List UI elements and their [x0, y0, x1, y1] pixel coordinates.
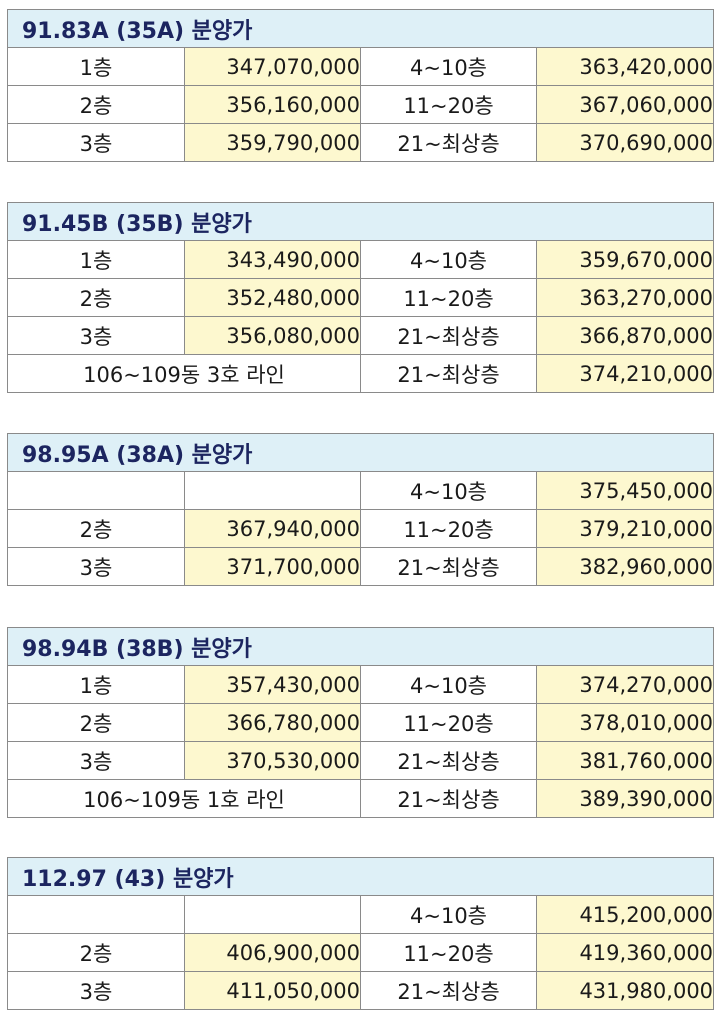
empty-cell — [184, 471, 361, 510]
floor-range-price: 419,360,000 — [535, 933, 715, 972]
floor-range-price: 359,670,000 — [535, 240, 715, 279]
table-row: 1층 357,430,000 4~10층 374,270,000 — [7, 665, 715, 704]
floor-range-label: 11~20층 — [360, 278, 537, 317]
floor-price: 406,900,000 — [184, 933, 361, 972]
table-row: 106~109동 1호 라인 21~최상층 389,390,000 — [7, 779, 715, 818]
floor-range-label: 21~최상층 — [360, 741, 537, 780]
floor-price: 367,940,000 — [184, 509, 361, 548]
floor-price: 357,430,000 — [184, 665, 361, 704]
floor-range-price: 370,690,000 — [535, 123, 715, 162]
floor-price: 356,160,000 — [184, 85, 361, 124]
floor-range-price: 431,980,000 — [535, 971, 715, 1010]
table-row: 4~10층 375,450,000 — [7, 471, 715, 510]
floor-range-price: 381,760,000 — [535, 741, 715, 780]
price-table-91-83a: 91.83A (35A) 분양가 1층 347,070,000 4~10층 36… — [6, 9, 715, 162]
floor-range-label: 11~20층 — [360, 85, 537, 124]
floor-range-price: 374,210,000 — [535, 354, 715, 393]
floor-range-price: 374,270,000 — [535, 665, 715, 704]
floor-range-label: 21~최상층 — [360, 316, 537, 355]
floor-range-price: 366,870,000 — [535, 316, 715, 355]
floor-label: 2층 — [7, 278, 185, 317]
floor-range-price: 367,060,000 — [535, 85, 715, 124]
table-title: 91.83A (35A) 분양가 — [6, 9, 715, 48]
price-table-112-97: 112.97 (43) 분양가 4~10층 415,200,000 2층 406… — [6, 857, 715, 1010]
floor-range-label: 11~20층 — [360, 509, 537, 548]
price-table-91-45b: 91.45B (35B) 분양가 1층 343,490,000 4~10층 35… — [6, 202, 715, 393]
floor-price: 370,530,000 — [184, 741, 361, 780]
floor-label: 3층 — [7, 123, 185, 162]
table-row: 2층 356,160,000 11~20층 367,060,000 — [7, 85, 715, 124]
price-table-98-95a: 98.95A (38A) 분양가 4~10층 375,450,000 2층 36… — [6, 433, 715, 586]
floor-label: 1층 — [7, 665, 185, 704]
floor-price: 343,490,000 — [184, 240, 361, 279]
floor-range-price: 415,200,000 — [535, 895, 715, 934]
floor-range-price: 389,390,000 — [535, 779, 715, 818]
table-row: 2층 366,780,000 11~20층 378,010,000 — [7, 703, 715, 742]
table-row: 3층 371,700,000 21~최상층 382,960,000 — [7, 547, 715, 586]
table-title: 98.95A (38A) 분양가 — [6, 433, 715, 472]
floor-range-label: 11~20층 — [360, 703, 537, 742]
floor-label: 2층 — [7, 933, 185, 972]
floor-range-price: 375,450,000 — [535, 471, 715, 510]
empty-cell — [7, 471, 185, 510]
empty-cell — [184, 895, 361, 934]
table-row: 4~10층 415,200,000 — [7, 895, 715, 934]
table-row: 2층 367,940,000 11~20층 379,210,000 — [7, 509, 715, 548]
floor-price: 359,790,000 — [184, 123, 361, 162]
floor-range-label: 21~최상층 — [360, 123, 537, 162]
table-row: 3층 411,050,000 21~최상층 431,980,000 — [7, 971, 715, 1010]
floor-label: 3층 — [7, 547, 185, 586]
price-table-98-94b: 98.94B (38B) 분양가 1층 357,430,000 4~10층 37… — [6, 627, 715, 818]
floor-price: 347,070,000 — [184, 47, 361, 86]
floor-price: 411,050,000 — [184, 971, 361, 1010]
floor-range-label: 21~최상층 — [360, 971, 537, 1010]
floor-range-label: 4~10층 — [360, 895, 537, 934]
floor-price: 356,080,000 — [184, 316, 361, 355]
line-label: 106~109동 3호 라인 — [7, 354, 361, 393]
floor-label: 3층 — [7, 741, 185, 780]
floor-range-label: 4~10층 — [360, 47, 537, 86]
table-row: 3층 356,080,000 21~최상층 366,870,000 — [7, 316, 715, 355]
floor-range-price: 382,960,000 — [535, 547, 715, 586]
table-row: 2층 352,480,000 11~20층 363,270,000 — [7, 278, 715, 317]
floor-label: 1층 — [7, 240, 185, 279]
floor-label: 3층 — [7, 971, 185, 1010]
floor-price: 352,480,000 — [184, 278, 361, 317]
floor-range-label: 21~최상층 — [360, 547, 537, 586]
table-title: 91.45B (35B) 분양가 — [6, 202, 715, 241]
table-row: 3층 359,790,000 21~최상층 370,690,000 — [7, 123, 715, 162]
floor-range-price: 363,270,000 — [535, 278, 715, 317]
floor-range-label: 11~20층 — [360, 933, 537, 972]
floor-label: 2층 — [7, 703, 185, 742]
empty-cell — [7, 895, 185, 934]
table-title: 98.94B (38B) 분양가 — [6, 627, 715, 666]
floor-range-price: 363,420,000 — [535, 47, 715, 86]
table-title: 112.97 (43) 분양가 — [6, 857, 715, 896]
line-label: 106~109동 1호 라인 — [7, 779, 361, 818]
table-row: 106~109동 3호 라인 21~최상층 374,210,000 — [7, 354, 715, 393]
floor-label: 1층 — [7, 47, 185, 86]
floor-label: 2층 — [7, 509, 185, 548]
floor-range-label: 21~최상층 — [360, 779, 537, 818]
floor-label: 3층 — [7, 316, 185, 355]
floor-range-price: 379,210,000 — [535, 509, 715, 548]
floor-range-label: 21~최상층 — [360, 354, 537, 393]
floor-range-price: 378,010,000 — [535, 703, 715, 742]
table-row: 3층 370,530,000 21~최상층 381,760,000 — [7, 741, 715, 780]
floor-range-label: 4~10층 — [360, 240, 537, 279]
floor-price: 366,780,000 — [184, 703, 361, 742]
table-row: 1층 343,490,000 4~10층 359,670,000 — [7, 240, 715, 279]
floor-label: 2층 — [7, 85, 185, 124]
floor-range-label: 4~10층 — [360, 471, 537, 510]
table-row: 2층 406,900,000 11~20층 419,360,000 — [7, 933, 715, 972]
floor-price: 371,700,000 — [184, 547, 361, 586]
floor-range-label: 4~10층 — [360, 665, 537, 704]
table-row: 1층 347,070,000 4~10층 363,420,000 — [7, 47, 715, 86]
